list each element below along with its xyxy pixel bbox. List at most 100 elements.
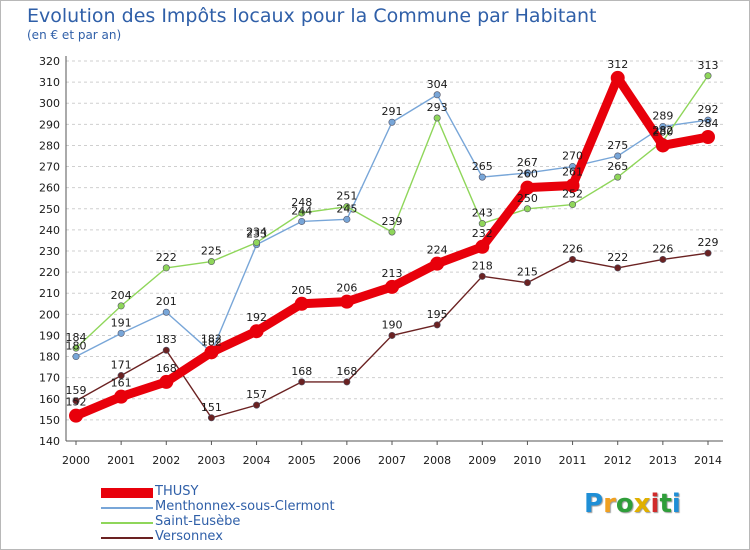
- data-point-thusy: [385, 279, 399, 294]
- data-point-versonnex: [704, 249, 712, 257]
- data-point-versonnex: [162, 346, 170, 354]
- y-tick-label: 240: [39, 224, 60, 237]
- data-label-saint-eus-be: 250: [517, 192, 538, 205]
- data-point-thusy: [520, 180, 535, 195]
- data-point-saint-eus-be: [72, 344, 80, 352]
- data-label-versonnex: 226: [652, 242, 673, 255]
- data-point-thusy: [114, 389, 129, 404]
- x-tick-label: 2007: [378, 454, 406, 467]
- axes: [65, 56, 723, 445]
- y-tick-label: 160: [39, 393, 60, 406]
- data-label-thusy: 206: [336, 282, 357, 295]
- y-tick-label: 210: [39, 287, 60, 300]
- y-tick-label: 280: [39, 139, 60, 152]
- x-tick-label: 2002: [152, 454, 180, 467]
- y-tick-label: 250: [39, 203, 60, 216]
- data-label-menthonnex-sous-clermont: 233: [246, 228, 267, 241]
- legend-swatch: [101, 507, 153, 509]
- data-point-thusy: [701, 130, 715, 144]
- y-tick-label: 260: [39, 182, 60, 195]
- data-label-menthonnex-sous-clermont: 291: [382, 105, 403, 118]
- data-label-versonnex: 229: [698, 236, 719, 249]
- data-point-thusy: [475, 239, 490, 254]
- chart-subtitle: (en € et par an): [27, 28, 122, 42]
- data-label-saint-eus-be: 184: [66, 331, 87, 344]
- data-label-saint-eus-be: 251: [336, 190, 357, 203]
- data-point-menthonnex-sous-clermont: [614, 152, 622, 160]
- legend-label: Saint-Eusèbe: [155, 514, 241, 529]
- y-tick-label: 320: [39, 55, 60, 68]
- data-label-saint-eus-be: 234: [246, 226, 267, 239]
- data-point-versonnex: [433, 321, 441, 329]
- data-label-thusy: 260: [517, 168, 538, 181]
- data-label-versonnex: 222: [607, 251, 628, 264]
- data-label-versonnex: 159: [66, 384, 87, 397]
- data-label-menthonnex-sous-clermont: 201: [156, 295, 177, 308]
- data-label-versonnex: 215: [517, 266, 538, 279]
- data-label-thusy: 312: [607, 58, 628, 71]
- data-label-saint-eus-be: 204: [111, 289, 132, 302]
- y-tick-labels: 140 150 160 170 180 190 200 210 220 230 240 250 260 2…: [39, 55, 60, 448]
- data-label-thusy: 152: [66, 396, 87, 409]
- data-label-saint-eus-be: 282: [652, 124, 673, 137]
- data-label-thusy: 284: [698, 117, 719, 130]
- data-point-versonnex: [569, 255, 577, 263]
- data-point-versonnex: [659, 255, 667, 263]
- y-tick-label: 200: [39, 308, 60, 321]
- data-label-thusy: 261: [562, 166, 583, 179]
- data-label-menthonnex-sous-clermont: 191: [111, 316, 132, 329]
- data-point-versonnex: [117, 372, 125, 380]
- data-point-saint-eus-be: [523, 205, 531, 213]
- data-point-menthonnex-sous-clermont: [659, 122, 667, 130]
- data-label-versonnex: 168: [291, 365, 312, 378]
- data-label-versonnex: 183: [156, 333, 177, 346]
- data-point-versonnex: [523, 279, 531, 287]
- y-tick-label: 180: [39, 351, 60, 364]
- data-point-thusy: [294, 296, 309, 311]
- data-point-versonnex: [207, 414, 215, 422]
- data-label-menthonnex-sous-clermont: 182: [201, 335, 222, 348]
- y-tick-label: 310: [39, 76, 60, 89]
- data-label-saint-eus-be: 265: [607, 160, 628, 173]
- data-point-thusy: [249, 324, 264, 339]
- data-label-menthonnex-sous-clermont: 292: [698, 103, 719, 116]
- data-label-menthonnex-sous-clermont: 244: [291, 204, 312, 217]
- data-label-versonnex: 190: [382, 318, 403, 331]
- data-label-menthonnex-sous-clermont: 270: [562, 150, 583, 163]
- data-label-thusy: 213: [382, 267, 403, 280]
- x-tick-label: 2006: [333, 454, 361, 467]
- data-point-menthonnex-sous-clermont: [72, 353, 80, 361]
- x-tick-label: 2014: [694, 454, 722, 467]
- data-label-versonnex: 226: [562, 242, 583, 255]
- legend-label: THUSY: [155, 484, 199, 499]
- data-point-saint-eus-be: [207, 258, 215, 266]
- y-tick-label: 300: [39, 97, 60, 110]
- data-point-menthonnex-sous-clermont: [478, 173, 486, 181]
- proxiti-logo: Proxiti: [584, 489, 681, 519]
- data-point-menthonnex-sous-clermont: [433, 91, 441, 99]
- data-point-thusy: [69, 408, 83, 423]
- data-label-thusy: 192: [246, 311, 267, 324]
- data-point-versonnex: [343, 378, 351, 386]
- data-label-saint-eus-be: 239: [382, 215, 403, 228]
- data-point-saint-eus-be: [298, 209, 306, 217]
- data-point-saint-eus-be: [433, 114, 441, 122]
- data-labels: 180 191 201 182 233 244 245 291 304 265 267 270 275 2…: [66, 58, 719, 414]
- data-point-thusy: [565, 178, 580, 193]
- data-point-thusy: [339, 294, 354, 309]
- data-point-menthonnex-sous-clermont: [343, 215, 351, 223]
- data-label-saint-eus-be: 243: [472, 207, 493, 220]
- x-tick-label: 2011: [559, 454, 587, 467]
- data-point-versonnex: [614, 264, 622, 272]
- data-label-thusy: 205: [291, 284, 312, 297]
- data-point-versonnex: [72, 397, 80, 405]
- data-label-saint-eus-be: 313: [698, 59, 719, 72]
- legend-label: Versonnex: [155, 529, 223, 544]
- data-label-saint-eus-be: 293: [427, 101, 448, 114]
- data-label-saint-eus-be: 225: [201, 245, 222, 258]
- data-label-menthonnex-sous-clermont: 180: [66, 340, 87, 353]
- y-tick-label: 190: [39, 329, 60, 342]
- y-tick-label: 170: [39, 372, 60, 385]
- data-point-menthonnex-sous-clermont: [523, 169, 531, 177]
